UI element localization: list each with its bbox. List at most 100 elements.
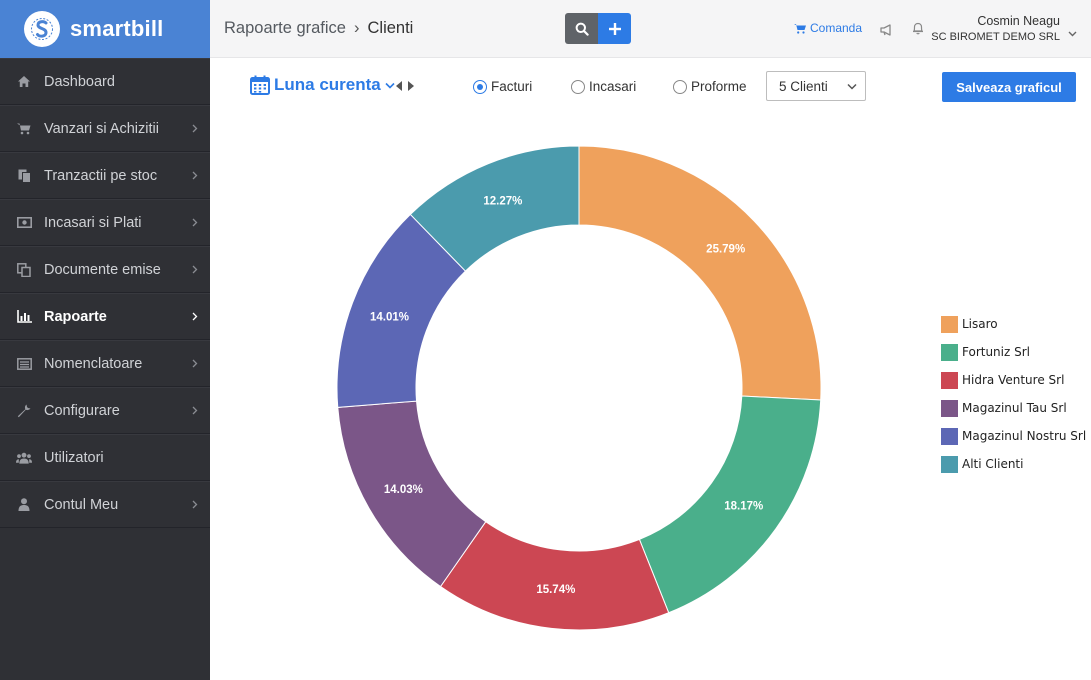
documents-icon <box>16 262 32 278</box>
list-icon <box>16 356 32 372</box>
cart-icon <box>794 23 806 34</box>
order-link[interactable]: Comanda <box>794 21 862 35</box>
user-name[interactable]: Cosmin Neagu <box>977 14 1060 28</box>
legend-swatch <box>941 399 958 417</box>
legend-item[interactable]: Magazinul Tau Srl <box>941 394 1086 422</box>
notifications-button[interactable] <box>912 22 924 40</box>
period-navigation <box>396 81 414 91</box>
user-menu-toggle[interactable] <box>1068 24 1077 42</box>
sidebar-item-incasari-si-plati[interactable]: Incasari si Plati <box>0 199 210 246</box>
slice-label: 15.74% <box>536 584 575 596</box>
radio-incasari-indicator <box>571 79 585 94</box>
bell-icon <box>913 22 923 35</box>
chart-legend: Lisaro Fortuniz Srl Hidra Venture Srl Magaz… <box>941 310 1086 478</box>
legend-swatch <box>941 371 958 389</box>
legend-label: Hidra Venture Srl <box>962 373 1065 387</box>
client-count-value: 5 Clienti <box>779 78 828 94</box>
radio-facturi[interactable]: Facturi <box>473 79 532 94</box>
sidebar-item-label: Configurare <box>44 402 120 419</box>
donut-chart: 25.79% 18.17% 15.74% 14.03% 14.01% 12.27% <box>336 145 822 631</box>
sidebar-nav: Dashboard Vanzari si Achizitii Tranzactii … <box>0 58 210 528</box>
sidebar-item-contul-meu[interactable]: Contul Meu <box>0 481 210 528</box>
user-icon <box>16 497 32 513</box>
chevron-down-icon <box>847 83 857 90</box>
sidebar-item-label: Dashboard <box>44 73 115 90</box>
slice-label: 14.01% <box>370 312 409 324</box>
chevron-down-icon <box>385 82 395 89</box>
slice-lisaro[interactable] <box>578 145 822 401</box>
company-name: SC BIROMET DEMO SRL <box>931 31 1060 43</box>
sidebar-item-label: Utilizatori <box>44 449 104 466</box>
sidebar-item-label: Nomenclatoare <box>44 355 143 372</box>
sidebar-item-documente-emise[interactable]: Documente emise <box>0 246 210 293</box>
search-icon <box>575 22 589 36</box>
radio-incasari[interactable]: Incasari <box>571 79 636 94</box>
legend-item[interactable]: Fortuniz Srl <box>941 338 1086 366</box>
chevron-right-icon <box>192 168 198 184</box>
copy-icon <box>16 168 32 184</box>
legend-item[interactable]: Lisaro <box>941 310 1086 338</box>
logo-text: smartbill <box>70 16 164 41</box>
legend-label: Alti Clienti <box>962 457 1024 471</box>
radio-proforme-indicator <box>673 79 687 94</box>
legend-item[interactable]: Hidra Venture Srl <box>941 366 1086 394</box>
chevron-right-icon <box>192 356 198 372</box>
legend-label: Magazinul Tau Srl <box>962 401 1067 415</box>
announcements-button[interactable] <box>880 23 893 41</box>
sidebar-item-label: Incasari si Plati <box>44 214 142 231</box>
period-label: Luna curenta <box>274 75 381 94</box>
logo-icon <box>24 11 60 47</box>
breadcrumb-separator: › <box>354 19 360 37</box>
sidebar-item-rapoarte[interactable]: Rapoarte <box>0 293 210 340</box>
sidebar: smartbill Dashboard Vanzari si Achizitii T… <box>0 0 210 680</box>
calendar-icon <box>250 75 270 95</box>
chevron-right-icon <box>192 121 198 137</box>
sidebar-item-vanzari-si-achizitii[interactable]: Vanzari si Achizitii <box>0 105 210 152</box>
slice-label: 25.79% <box>706 243 745 255</box>
breadcrumb-parent[interactable]: Rapoarte grafice <box>224 19 346 37</box>
add-button[interactable] <box>598 13 631 44</box>
legend-swatch <box>941 315 958 333</box>
legend-swatch <box>941 455 958 473</box>
radio-incasari-label: Incasari <box>589 79 637 94</box>
chevron-down-icon <box>1068 31 1077 37</box>
sidebar-item-label: Vanzari si Achizitii <box>44 120 159 137</box>
sidebar-item-label: Tranzactii pe stoc <box>44 167 158 184</box>
sidebar-item-dashboard[interactable]: Dashboard <box>0 58 210 105</box>
cart-icon <box>16 121 32 137</box>
legend-item[interactable]: Alti Clienti <box>941 450 1086 478</box>
legend-swatch <box>941 427 958 445</box>
money-icon <box>16 215 32 231</box>
previous-period-icon[interactable] <box>396 81 402 91</box>
radio-proforme-label: Proforme <box>691 79 747 94</box>
logo[interactable]: smartbill <box>0 0 210 58</box>
legend-item[interactable]: Magazinul Nostru Srl <box>941 422 1086 450</box>
period-selector[interactable]: Luna curenta <box>250 75 395 95</box>
search-button[interactable] <box>565 13 598 44</box>
plus-icon <box>608 22 621 35</box>
slice-label: 12.27% <box>483 195 522 207</box>
breadcrumb: Rapoarte grafice › Clienti <box>224 19 413 38</box>
legend-swatch <box>941 343 958 361</box>
legend-label: Fortuniz Srl <box>962 345 1030 359</box>
legend-label: Magazinul Nostru Srl <box>962 429 1087 443</box>
sidebar-item-nomenclatoare[interactable]: Nomenclatoare <box>0 340 210 387</box>
sidebar-item-utilizatori[interactable]: Utilizatori <box>0 434 210 481</box>
chevron-right-icon <box>192 497 198 513</box>
sidebar-item-label: Contul Meu <box>44 496 119 513</box>
users-icon <box>16 450 32 466</box>
sidebar-item-label: Documente emise <box>44 261 161 278</box>
next-period-icon[interactable] <box>408 81 414 91</box>
wrench-icon <box>16 403 32 419</box>
client-count-select[interactable]: 5 Clienti <box>766 71 866 101</box>
save-chart-button[interactable]: Salveaza graficul <box>942 72 1076 102</box>
sidebar-item-label: Rapoarte <box>44 308 107 325</box>
radio-proforme[interactable]: Proforme <box>673 79 747 94</box>
slice-label: 14.03% <box>384 484 423 496</box>
chevron-right-icon <box>192 262 198 278</box>
legend-label: Lisaro <box>962 317 998 331</box>
sidebar-item-configurare[interactable]: Configurare <box>0 387 210 434</box>
sidebar-item-tranzactii-pe-stoc[interactable]: Tranzactii pe stoc <box>0 152 210 199</box>
slice-alti-clienti[interactable] <box>409 145 580 272</box>
topbar: Rapoarte grafice › Clienti Comanda <box>210 0 1091 58</box>
